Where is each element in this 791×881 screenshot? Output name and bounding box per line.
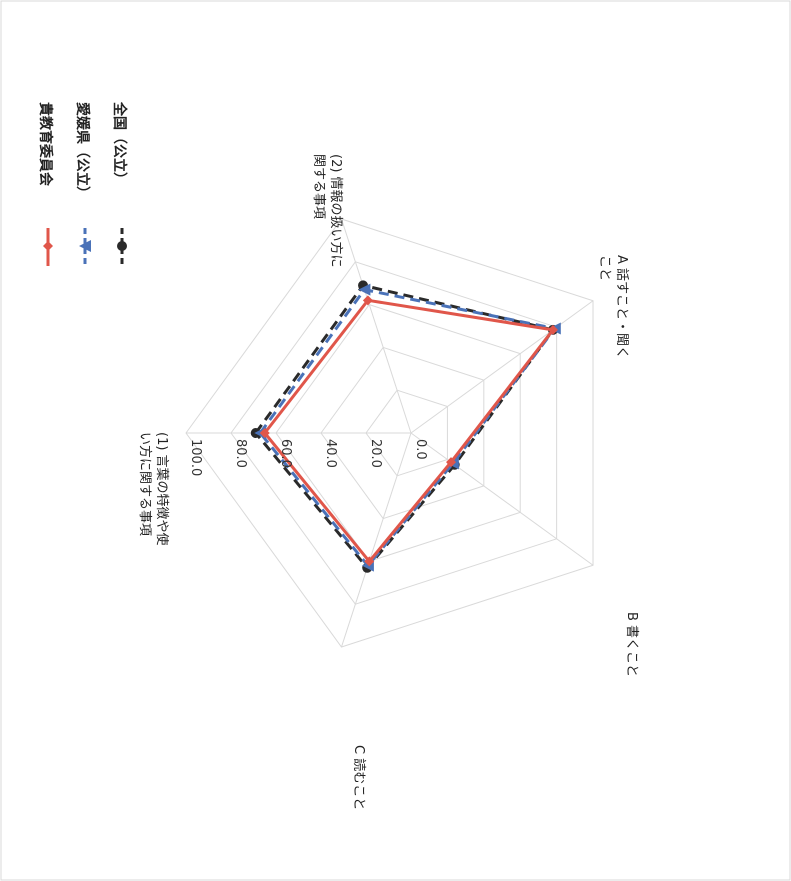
legend: 貴教育委員会 愛媛県（公立） 全国（公立） — [37, 101, 128, 266]
category-label-2-line: こと — [597, 255, 612, 281]
radar-grid — [185, 218, 594, 648]
legend-text: 愛媛県（公立） — [74, 102, 91, 200]
series-line-2 — [254, 283, 555, 570]
legend-marker-diamond — [43, 241, 53, 251]
tick-label: 80.0 — [233, 439, 248, 468]
grid-spoke — [340, 218, 412, 434]
grid-spoke — [410, 300, 594, 434]
tick-label-line: 80.0 — [233, 439, 248, 468]
category-label-0-line: い方に関する事項 — [137, 432, 153, 536]
grid-ring — [320, 346, 485, 520]
legend-marker-triangle — [79, 240, 91, 252]
grid-ring — [185, 218, 594, 648]
data-point-diamond — [364, 556, 375, 567]
data-point-diamond — [547, 324, 558, 335]
tick-label-line: 0.0 — [413, 439, 428, 460]
label-layer: 0.0 20.0 40.0 60.0 80.0 100.0 (1) 言葉の特徴や使い方に関す… — [137, 154, 639, 810]
category-label-3: B 書くこと — [624, 612, 639, 677]
grid-ring — [230, 261, 558, 605]
category-label-4: C 読むこと — [351, 745, 367, 810]
legend-text: 貴教育委員会 — [37, 102, 54, 187]
tick-label-line: 60.0 — [278, 439, 293, 468]
category-label-1-line: 関する事項 — [311, 154, 326, 219]
data-point-diamond — [362, 295, 373, 306]
data-point-diamond — [446, 457, 457, 468]
category-label-4-line: C 読むこと — [351, 745, 367, 810]
legend-label-1: 愛媛県（公立） — [74, 102, 91, 200]
tick-label-line: 20.0 — [368, 439, 383, 468]
tick-label: 100.0 — [188, 439, 203, 476]
tick-label-line: 40.0 — [323, 439, 338, 468]
series-line-0 — [263, 298, 555, 563]
tick-label: 20.0 — [368, 439, 383, 468]
category-label-2-line: A 話すこと・聞く — [614, 255, 630, 359]
data-point-diamond — [259, 428, 270, 438]
tick-label-line: 100.0 — [188, 439, 203, 476]
legend-label-0: 貴教育委員会 — [37, 102, 54, 187]
category-label-0-line: (1) 言葉の特徴や使 — [154, 432, 170, 546]
grid-spoke — [410, 432, 594, 566]
grid-spoke — [340, 432, 412, 648]
legend-label-2: 全国（公立） — [111, 101, 128, 186]
grid-ring — [365, 389, 448, 477]
data-point-triangle — [358, 283, 371, 296]
series-layer — [250, 280, 561, 573]
category-label-3-line: B 書くこと — [624, 612, 639, 677]
legend-text: 全国（公立） — [111, 101, 128, 186]
legend-marker-circle — [117, 241, 127, 251]
category-label-1-line: (2) 情報の扱い方に — [328, 154, 344, 268]
tick-label: 40.0 — [323, 439, 338, 468]
tick-label: 0.0 — [413, 439, 428, 460]
tick-label: 60.0 — [278, 439, 293, 468]
